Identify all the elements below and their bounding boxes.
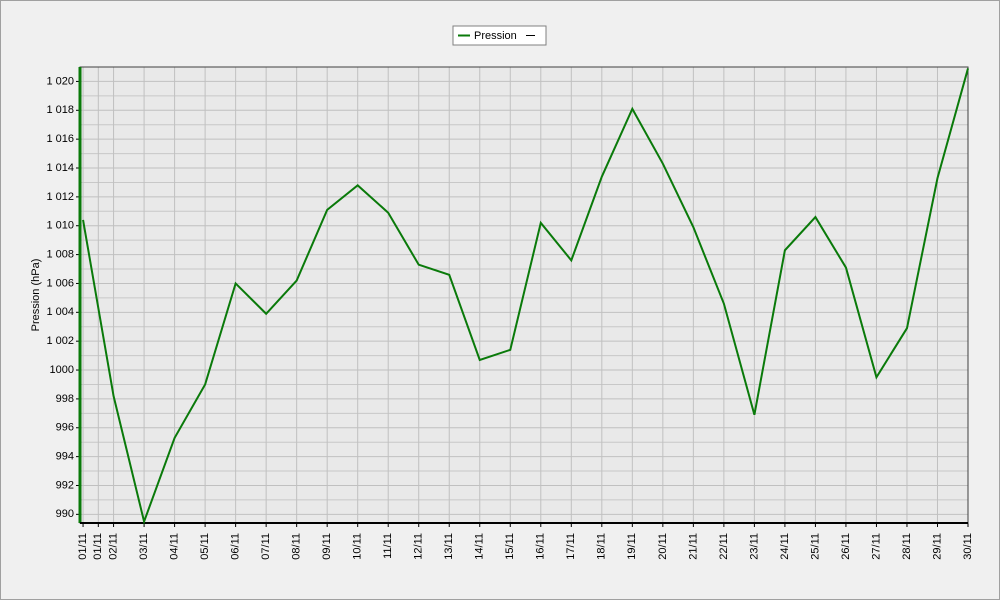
x-tick-label: 03/11 — [138, 533, 150, 560]
x-tick-label: 23/11 — [748, 533, 760, 560]
legend: Pression — [452, 25, 547, 46]
y-tick-label: 1 018 — [46, 104, 74, 116]
x-tick-label: 17/11 — [565, 533, 577, 560]
y-tick-label: 998 — [56, 393, 74, 405]
x-tick-label: 28/11 — [901, 533, 913, 560]
x-tick-label: 12/11 — [413, 533, 425, 560]
x-tick-label: 19/11 — [626, 533, 638, 560]
x-tick-label: 16/11 — [535, 533, 547, 560]
x-tick-label: 05/11 — [199, 533, 211, 560]
y-axis-label: Pression (hPa) — [30, 259, 42, 332]
y-tick-label: 1 004 — [46, 306, 74, 318]
x-tick-label: 21/11 — [687, 533, 699, 560]
y-tick-label: 990 — [56, 508, 74, 520]
x-tick-label: 06/11 — [230, 533, 242, 560]
x-tick-label: 01/11 — [77, 533, 89, 560]
y-tick-label: 1 016 — [46, 133, 74, 145]
x-tick-label: 30/11 — [962, 533, 974, 560]
y-tick-label: 1 012 — [46, 191, 74, 203]
y-tick-label: 996 — [56, 422, 74, 434]
x-tick-label: 13/11 — [443, 533, 455, 560]
x-tick-label: 08/11 — [291, 533, 303, 560]
y-tick-label: 1 020 — [46, 75, 74, 87]
x-tick-label: 22/11 — [718, 533, 730, 560]
x-tick-label: 04/11 — [169, 533, 181, 560]
y-tick-label: 992 — [56, 479, 74, 491]
x-tick-label: 01/11 — [92, 533, 104, 560]
grid — [80, 67, 969, 523]
y-tick-label: 1 010 — [46, 220, 74, 232]
y-tick-label: 994 — [56, 451, 74, 463]
y-tick-label: 1 002 — [46, 335, 74, 347]
y-tick-label: 1 008 — [46, 249, 74, 261]
x-tick-label: 11/11 — [382, 533, 394, 559]
x-tick-label: 18/11 — [596, 533, 608, 560]
x-tick-label: 02/11 — [107, 533, 119, 560]
x-tick-label: 25/11 — [809, 533, 821, 560]
x-tick-label: 15/11 — [504, 533, 516, 560]
y-tick-label: 1 014 — [46, 162, 74, 174]
legend-label: Pression — [474, 30, 517, 42]
x-tick-label: 09/11 — [321, 533, 333, 560]
x-tick-label: 27/11 — [870, 533, 882, 560]
x-tick-label: 14/11 — [474, 533, 486, 560]
y-tick-label: 1000 — [50, 364, 74, 376]
x-tick-label: 20/11 — [657, 533, 669, 560]
x-tick-label: 24/11 — [779, 533, 791, 560]
legend-box — [452, 25, 547, 46]
line-series — [82, 68, 969, 526]
x-tick-label: 10/11 — [352, 533, 364, 560]
x-tick-label: 29/11 — [931, 533, 943, 560]
x-tick-label: 07/11 — [260, 533, 272, 560]
x-tick-label: 26/11 — [840, 533, 852, 560]
y-tick-label: 1 006 — [46, 277, 74, 289]
